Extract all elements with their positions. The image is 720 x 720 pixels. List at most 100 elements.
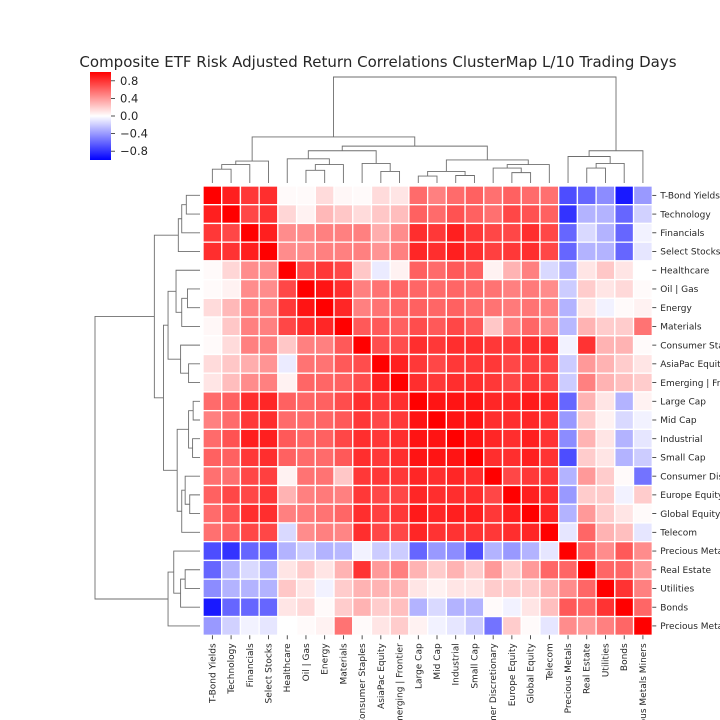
- heatmap-cell: [483, 372, 504, 393]
- heatmap-cell: [352, 484, 373, 505]
- heatmap-cell: [558, 541, 579, 562]
- heatmap-cell: [221, 484, 242, 505]
- column-label: Healthcare: [283, 643, 293, 693]
- heatmap-cell: [295, 222, 316, 243]
- heatmap-cell: [558, 597, 579, 618]
- dendrogram-link: [181, 204, 200, 234]
- heatmap-cell: [445, 409, 466, 431]
- heatmap-cell: [464, 559, 485, 580]
- heatmap-cell: [426, 522, 448, 543]
- heatmap-cell: [314, 297, 335, 318]
- colorbar-tick-label: 0.4: [120, 91, 138, 105]
- heatmap-cell: [501, 409, 522, 431]
- heatmap-cell: [576, 353, 597, 374]
- heatmap-cell: [614, 353, 635, 374]
- heatmap-cell: [370, 409, 391, 431]
- heatmap-cell: [258, 597, 279, 618]
- heatmap-cell: [370, 466, 391, 487]
- heatmap-cell: [314, 278, 335, 299]
- dendrogram-link: [188, 410, 194, 449]
- heatmap-cell: [408, 428, 429, 449]
- heatmap-cell: [277, 466, 298, 487]
- heatmap-cell: [295, 484, 316, 505]
- heatmap-cell: [333, 316, 354, 337]
- heatmap-cell: [576, 222, 597, 243]
- heatmap-cell: [202, 335, 223, 356]
- heatmap-cell: [239, 466, 260, 487]
- heatmap-cell: [333, 222, 354, 243]
- heatmap-cell: [520, 541, 541, 562]
- dendrogram-link: [588, 150, 644, 183]
- heatmap-cell: [632, 409, 653, 431]
- dendrogram-link: [186, 288, 200, 309]
- heatmap-cell: [352, 353, 373, 374]
- heatmap-cell: [576, 278, 597, 299]
- row-label: Energy: [660, 304, 692, 314]
- heatmap-cell: [595, 241, 616, 262]
- heatmap-cell: [445, 541, 466, 562]
- heatmap-cell: [464, 615, 485, 636]
- heatmap-cell: [314, 409, 335, 431]
- heatmap-cell: [389, 409, 410, 431]
- heatmap-cell: [576, 541, 597, 562]
- heatmap-cell: [333, 278, 354, 299]
- heatmap-cell: [595, 578, 616, 599]
- heatmap-cell: [258, 241, 279, 262]
- heatmap-cell: [333, 353, 354, 374]
- heatmap-cell: [614, 204, 635, 225]
- heatmap-cell: [221, 615, 242, 636]
- heatmap-cell: [295, 597, 316, 618]
- heatmap-cell: [277, 597, 298, 618]
- heatmap-cell: [483, 391, 504, 412]
- heatmap-cell: [314, 241, 335, 262]
- heatmap-cell: [389, 484, 410, 505]
- heatmap-cell: [389, 541, 410, 562]
- heatmap-cell: [202, 503, 223, 524]
- dendrogram-link: [173, 550, 200, 594]
- heatmap-cell: [558, 578, 579, 599]
- heatmap-cell: [277, 559, 298, 580]
- heatmap-cell: [539, 372, 560, 393]
- heatmap-cell: [314, 484, 335, 505]
- heatmap-cell: [576, 597, 597, 618]
- heatmap-cell: [258, 391, 279, 412]
- heatmap-cell: [483, 409, 504, 431]
- heatmap-cell: [295, 503, 316, 524]
- column-label: Precious Metals: [564, 643, 574, 713]
- heatmap-cell: [632, 428, 653, 449]
- heatmap-cell: [501, 466, 522, 487]
- dendrogram-link: [595, 162, 625, 183]
- heatmap-cell: [314, 466, 335, 487]
- heatmap-cell: [239, 391, 260, 412]
- heatmap-cell: [221, 241, 242, 262]
- heatmap-cell: [221, 297, 242, 318]
- heatmap-cell: [295, 204, 316, 225]
- heatmap-cell: [352, 428, 373, 449]
- heatmap-cell: [558, 409, 579, 431]
- dendrogram-link: [153, 234, 179, 399]
- heatmap-cell: [501, 541, 522, 562]
- heatmap-cell: [277, 297, 298, 318]
- heatmap-cell: [314, 578, 335, 599]
- heatmap-cell: [389, 335, 410, 356]
- heatmap-cell: [539, 260, 560, 281]
- heatmap-cell: [520, 222, 541, 243]
- heatmap-cell: [370, 372, 391, 393]
- dendrogram-link: [305, 169, 326, 183]
- heatmap-cell: [445, 278, 466, 299]
- heatmap-cell: [314, 260, 335, 281]
- heatmap-cell: [614, 597, 635, 618]
- row-label: Materials: [660, 323, 702, 333]
- heatmap-cell: [408, 297, 429, 318]
- heatmap-cell: [464, 204, 485, 225]
- heatmap-cell: [202, 541, 223, 562]
- heatmap-cell: [520, 316, 541, 337]
- heatmap-cell: [426, 222, 448, 243]
- heatmap-cell: [221, 447, 242, 468]
- heatmap-cell: [239, 260, 260, 281]
- heatmap-cell: [595, 278, 616, 299]
- heatmap-cell: [426, 241, 448, 262]
- heatmap-cell: [558, 204, 579, 225]
- heatmap-cell: [614, 447, 635, 468]
- dendrogram-link: [181, 297, 200, 327]
